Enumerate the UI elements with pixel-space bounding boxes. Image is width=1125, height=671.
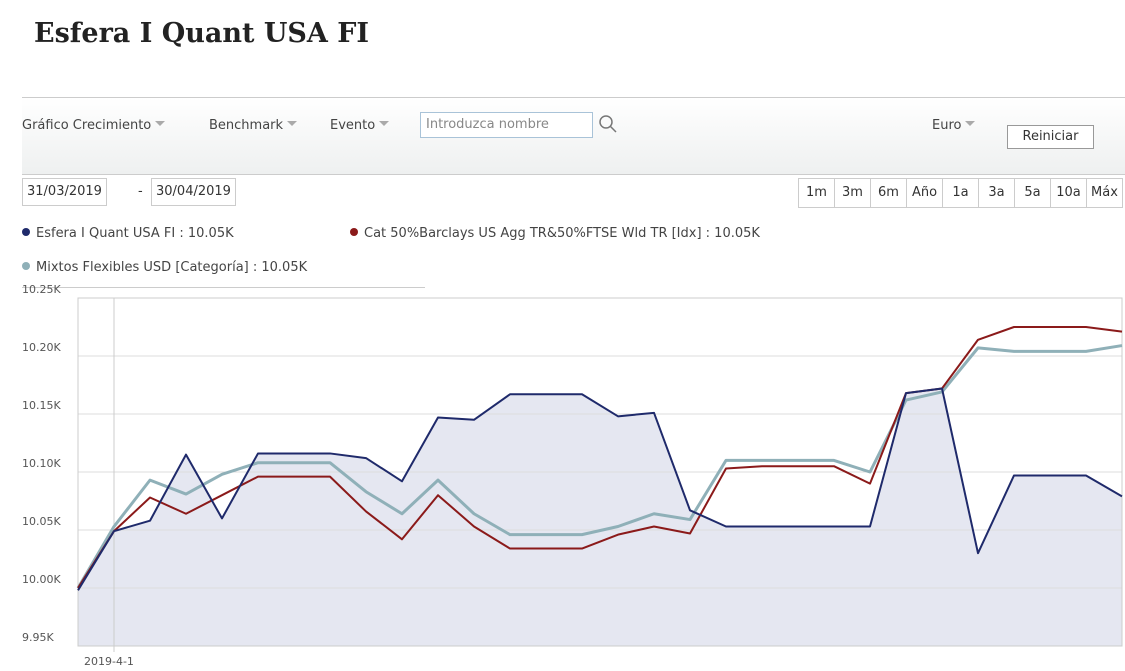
series-line: [77, 326, 1123, 589]
toolbar: Gráfico Crecimiento Benchmark Evento Int…: [22, 97, 1125, 175]
search-icon[interactable]: [598, 114, 618, 134]
y-tick-label: 10.20K: [22, 341, 61, 354]
series-line: [77, 387, 1123, 591]
y-tick-label: 9.95K: [22, 631, 54, 644]
legend-marker: [22, 228, 30, 236]
menu[interactable]: Evento: [330, 118, 389, 133]
x-tick-label: 2019-4-1: [84, 655, 134, 668]
y-tick-label: 10.00K: [22, 573, 61, 586]
chart: 9.95K 10.00K 10.05K 10.10K 10.15K 10.20K 10.25…: [22, 285, 1123, 668]
y-tick-label: 10.05K: [22, 515, 61, 528]
menu[interactable]: Benchmark: [209, 118, 297, 133]
page-title: Esfera I Quant USA FI: [34, 18, 370, 49]
range-button[interactable]: 5a: [1014, 178, 1050, 208]
legend-marker: [22, 262, 30, 270]
legend-label: Esfera I Quant USA FI : 10.05K: [36, 226, 234, 241]
range-button[interactable]: 3m: [834, 178, 870, 208]
range-button[interactable]: 6m: [870, 178, 906, 208]
start-date[interactable]: 31/03/2019: [22, 178, 107, 206]
area: [78, 388, 1122, 646]
reset-button[interactable]: Reiniciar: [1007, 125, 1094, 149]
legend-label: Mixtos Flexibles USD [Categoría] : 10.05…: [36, 260, 308, 275]
date-separator: -: [138, 184, 143, 199]
currency-menu[interactable]: Euro: [932, 118, 975, 133]
legend-label: Cat 50%Barclays US Agg TR&50%FTSE Wld TR…: [364, 226, 760, 241]
range-button[interactable]: 1m: [798, 178, 834, 208]
y-tick-label: 10.25K: [22, 285, 61, 296]
legend-item[interactable]: Esfera I Quant USA FI : 10.05K: [22, 226, 234, 241]
menu[interactable]: Gráfico Crecimiento: [22, 118, 165, 133]
end-date[interactable]: 30/04/2019: [151, 178, 236, 206]
search-input[interactable]: Introduzca nombre: [420, 112, 593, 138]
legend-divider: [22, 287, 425, 288]
range-button[interactable]: Año: [906, 178, 942, 208]
range-button[interactable]: 1a: [942, 178, 978, 208]
y-tick-label: 10.15K: [22, 399, 61, 412]
legend-item[interactable]: Cat 50%Barclays US Agg TR&50%FTSE Wld TR…: [350, 226, 760, 241]
plot-border: [77, 297, 1123, 647]
range-button[interactable]: Máx: [1086, 178, 1123, 208]
range-button[interactable]: 10a: [1050, 178, 1086, 208]
legend-item[interactable]: Mixtos Flexibles USD [Categoría] : 10.05…: [22, 260, 307, 275]
range-button[interactable]: 3a: [978, 178, 1014, 208]
legend-marker: [350, 228, 358, 236]
y-tick-label: 10.10K: [22, 457, 61, 470]
